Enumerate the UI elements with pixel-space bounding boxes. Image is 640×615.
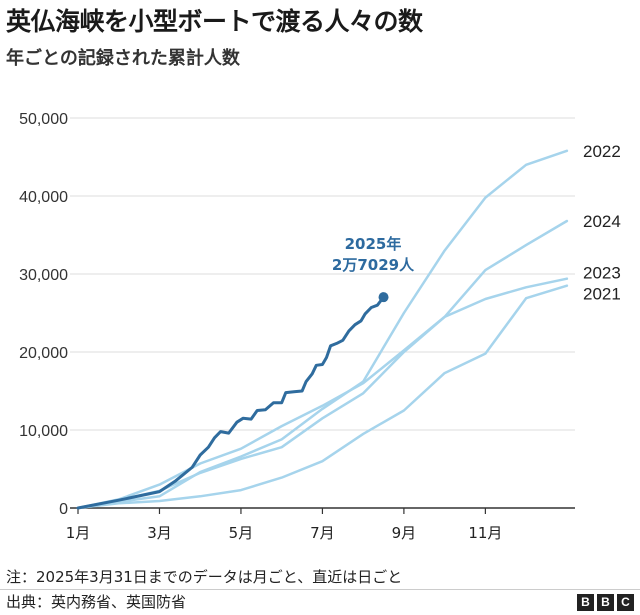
chart-title: 英仏海峡を小型ボートで渡る人々の数 — [6, 7, 423, 36]
series-line-2022 — [76, 149, 569, 510]
series-line-2023 — [76, 277, 569, 510]
x-tick-label: 1月 — [66, 524, 91, 542]
chart-source: 出典：英内務省、英国防省 — [6, 593, 187, 611]
y-tick-label: 50,000 — [19, 111, 68, 128]
chart-note: 注：2025年3月31日までのデータは月ごと、直近は日ごと — [6, 568, 403, 586]
footer-divider — [0, 589, 640, 590]
bbc-logo: B B C — [577, 594, 634, 611]
y-tick-label: 40,000 — [19, 189, 68, 206]
series-endpoint-2025 — [378, 292, 389, 303]
y-tick-label: 20,000 — [19, 345, 68, 362]
y-tick-label: 0 — [59, 501, 68, 518]
series-line-2025 — [76, 295, 385, 510]
y-tick-label: 10,000 — [19, 423, 68, 440]
annotation-year: 2025年 — [345, 235, 402, 253]
series-label-2021: 2021 — [583, 285, 621, 304]
x-tick-label: 7月 — [310, 524, 335, 542]
series-label-2022: 2022 — [583, 142, 621, 161]
annotation: 2025年 2万7029人 — [332, 235, 415, 274]
x-tick-label: 9月 — [392, 524, 417, 542]
series-label-2023: 2023 — [583, 264, 621, 283]
x-tick-label: 3月 — [147, 524, 172, 542]
x-tick-label: 5月 — [229, 524, 254, 542]
series-lines — [76, 149, 569, 510]
logo-letter: C — [617, 594, 634, 611]
line-chart: 0 10,000 20,000 30,000 40,000 50,000 1月 3月 5月 7月 9… — [19, 111, 621, 542]
x-tick-label: 11月 — [468, 524, 502, 542]
gridlines — [70, 117, 575, 431]
y-tick-label: 30,000 — [19, 267, 68, 284]
axes: 0 10,000 20,000 30,000 40,000 50,000 1月 3月 5月 7月 9… — [19, 111, 575, 542]
series-labels: 2021 2022 2023 2024 — [583, 142, 621, 304]
logo-letter: B — [577, 594, 594, 611]
logo-letter: B — [597, 594, 614, 611]
series-label-2024: 2024 — [583, 212, 621, 231]
annotation-count: 2万7029人 — [332, 256, 415, 274]
series-line-2021 — [76, 284, 569, 510]
chart-subtitle: 年ごとの記録された累計人数 — [6, 48, 240, 69]
